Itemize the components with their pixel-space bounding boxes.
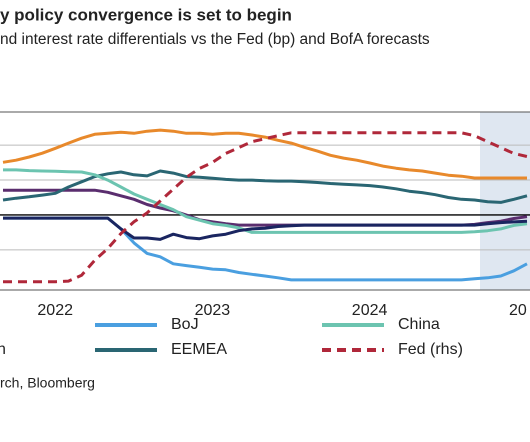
x-tick-label: 2024 bbox=[352, 302, 388, 319]
x-tick-label: 2022 bbox=[37, 302, 73, 319]
chart-subtitle: nd interest rate differentials vs the Fe… bbox=[0, 31, 430, 48]
series-line bbox=[2, 169, 528, 204]
x-tick-label: 20 bbox=[509, 302, 527, 319]
source-note: rch, Bloomberg bbox=[0, 375, 95, 391]
legend-label: BoJ bbox=[171, 316, 199, 333]
chart-title: y policy convergence is set to begin bbox=[0, 5, 292, 24]
x-tick-label: 2023 bbox=[195, 302, 231, 319]
legend-label: China bbox=[398, 316, 440, 333]
series-line bbox=[3, 131, 528, 284]
series-line bbox=[3, 168, 528, 234]
series-line bbox=[3, 188, 528, 227]
series-line bbox=[2, 128, 527, 180]
legend-label: n bbox=[0, 341, 6, 358]
legend-label: Fed (rhs) bbox=[398, 341, 463, 358]
legend-label: EEMEA bbox=[171, 341, 227, 358]
series-line bbox=[3, 216, 528, 241]
